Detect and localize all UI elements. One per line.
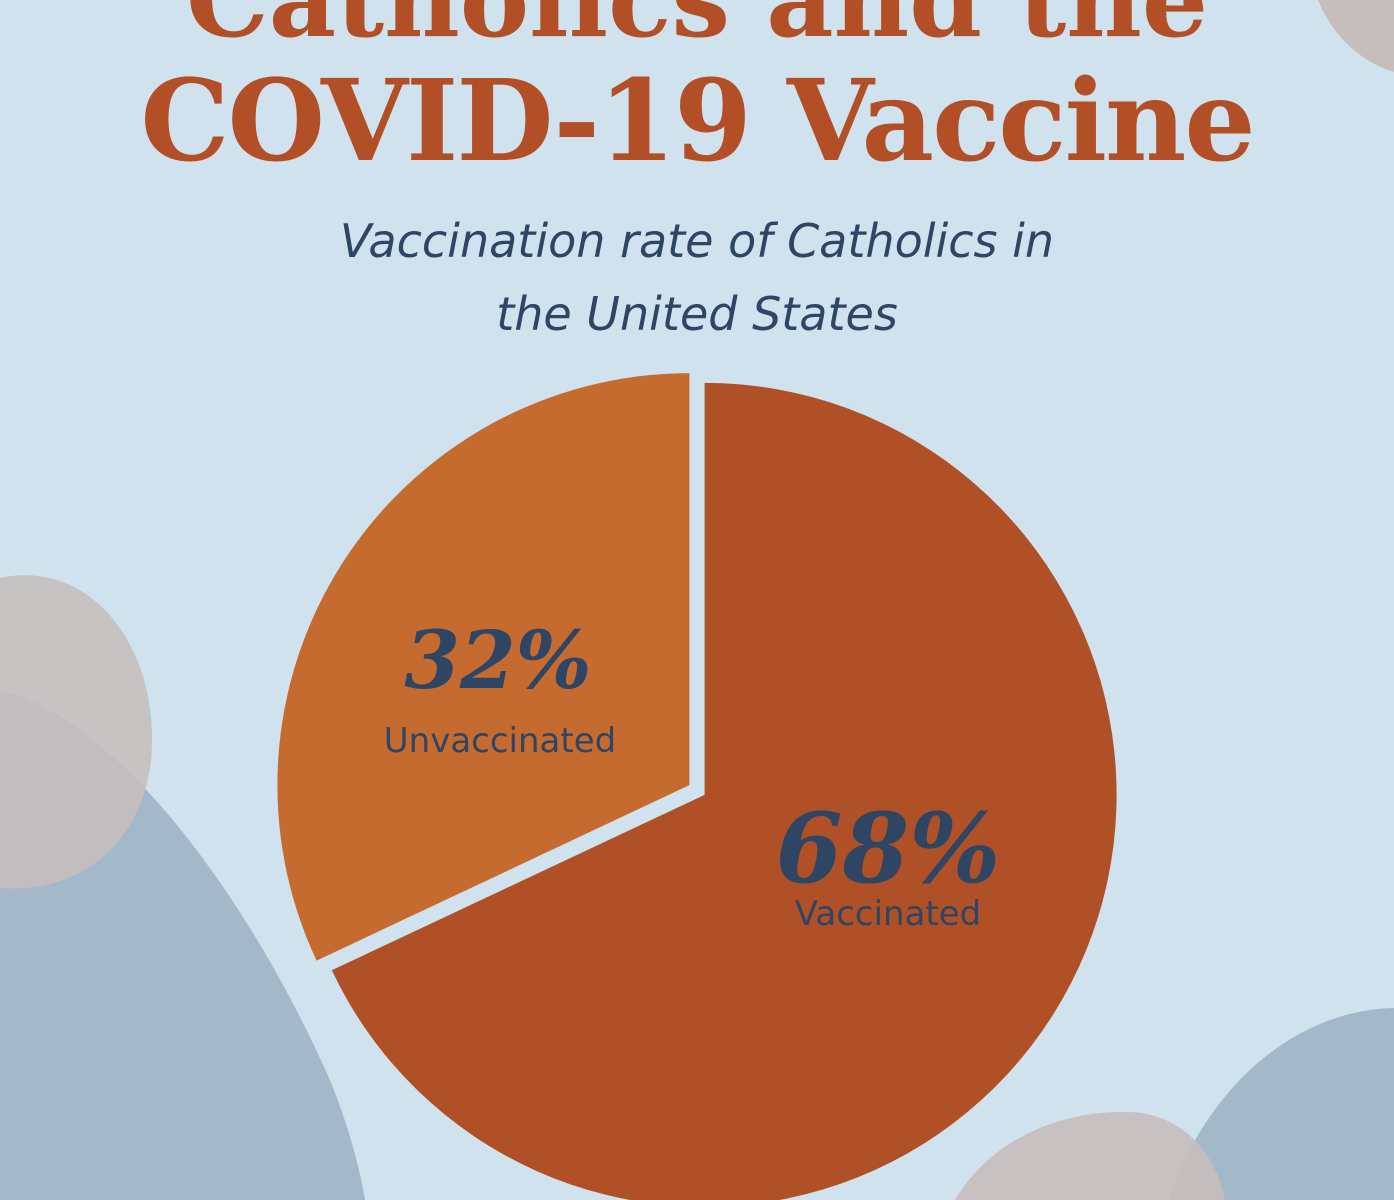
pie-slice-vaccinated [331,382,1117,1200]
chart-subtitle-line-2: the United States [496,287,898,341]
pie-value-label-vaccinated: 68% [776,792,1001,905]
pie-slice-unvaccinated [277,373,690,961]
pie-category-label-vaccinated: Vaccinated [795,894,982,934]
blob-taupe-bottom [955,1111,1225,1200]
chart-subtitle-line-1: Vaccination rate of Catholics in [339,214,1055,268]
blob-taupe-top-right [1318,0,1394,72]
page-title-line-1: Catholics and the [0,0,1394,60]
pie-value-label-unvaccinated: 32% [404,613,591,707]
pie-category-label-unvaccinated: Unvaccinated [384,721,616,761]
blob-taupe-left [0,575,153,889]
page-title-line-2: COVID-19 Vaccine [140,56,1255,187]
blob-blue-bottom-right [1168,1008,1394,1200]
